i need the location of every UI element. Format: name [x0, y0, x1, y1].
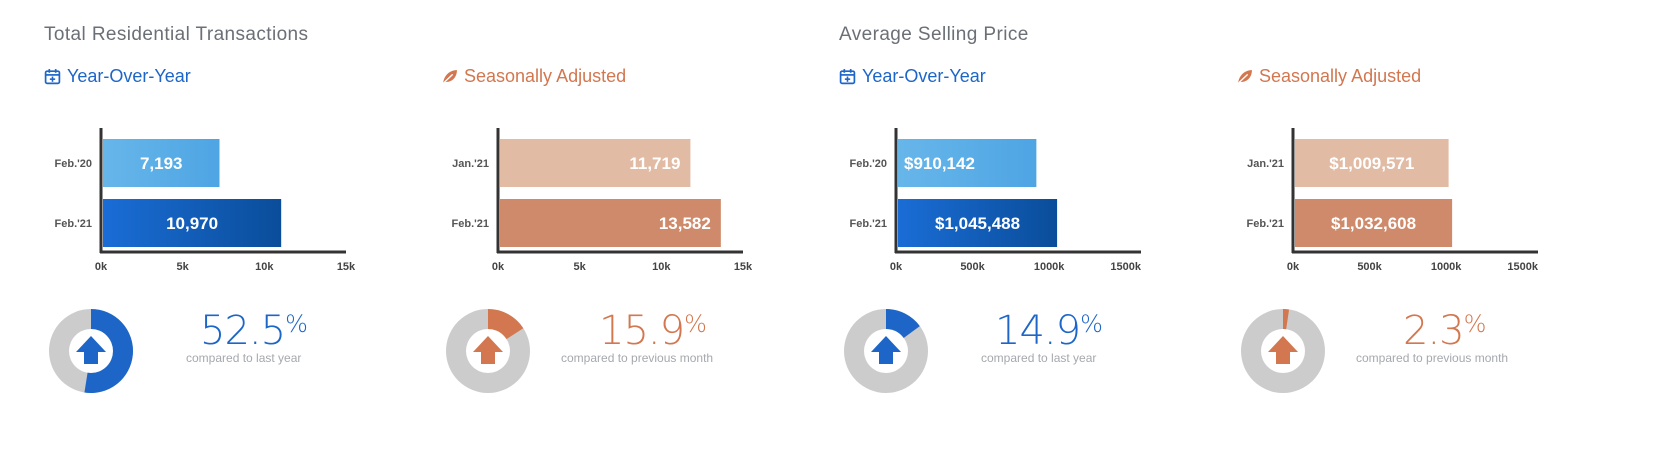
x-tick-label: 10k [255, 261, 274, 273]
category-label: Feb.'21 [1247, 218, 1284, 230]
donut-chart [843, 308, 929, 394]
x-tick-label: 1000k [1431, 261, 1462, 273]
bar-value-label: $1,045,488 [935, 214, 1020, 233]
percent-symbol: % [1463, 310, 1487, 338]
category-label: Feb.'20 [850, 158, 887, 170]
bar-value-label: 10,970 [166, 214, 218, 233]
category-label: Feb.'21 [452, 218, 489, 230]
compare-text: compared to previous month [561, 351, 714, 365]
bar [500, 139, 691, 187]
category-label: Feb.'21 [55, 218, 92, 230]
percent-symbol: % [1080, 310, 1103, 338]
compare-text: compared to last year [981, 351, 1097, 365]
bar [898, 199, 1058, 247]
bar [103, 139, 220, 187]
bar-value-label: $1,032,608 [1331, 214, 1416, 233]
bar [898, 139, 1037, 187]
percent-change: 2.3% [1403, 308, 1486, 354]
calendar-icon [44, 69, 61, 85]
x-tick-label: 500k [960, 261, 985, 273]
panel-heading: Year-Over-Year [839, 66, 986, 87]
percent-value: 2.3 [1403, 308, 1465, 354]
percent-change: 14.9% [995, 308, 1103, 354]
panel-heading-text: Seasonally Adjusted [1259, 66, 1422, 86]
arrow-up-icon [473, 336, 503, 364]
x-tick-label: 1500k [1507, 261, 1538, 273]
x-tick-label: 500k [1357, 261, 1382, 273]
category-label: Jan.'21 [452, 158, 489, 170]
donut-chart [48, 308, 134, 394]
bar-value-label: 11,719 [629, 154, 680, 173]
panel-heading: Seasonally Adjusted [441, 66, 626, 87]
bar-value-label: 13,582 [659, 214, 711, 233]
calendar-icon [839, 69, 856, 85]
panel-transactions-seasonal: Seasonally Adjusted 0k 5k 10k 15k Jan.'21 11,… [441, 0, 841, 457]
panel-heading: Year-Over-Year [44, 66, 191, 87]
bar [1295, 199, 1453, 247]
panel-price-seasonal: Seasonally Adjusted 0k 500k 1000k 1500k Jan.… [1236, 0, 1636, 457]
x-tick-label: 15k [337, 261, 356, 273]
bar [1295, 139, 1449, 187]
category-label: Feb.'20 [55, 158, 92, 170]
arrow-up-icon [871, 336, 901, 364]
compare-text: compared to last year [186, 351, 302, 365]
x-tick-label: 0k [890, 261, 903, 273]
x-tick-label: 10k [652, 261, 671, 273]
donut-chart [445, 308, 531, 394]
section-title-transactions: Total Residential Transactions [44, 24, 309, 45]
panel-price-yoy: Year-Over-Year 0k 500k 1000k 1500k Feb.'20 $9… [839, 0, 1239, 457]
panel-transactions-yoy: Year-Over-Year 0k 5k 10k 15k Feb.'20 7,193 Feb… [44, 0, 444, 457]
panel-heading-text: Year-Over-Year [862, 66, 986, 86]
bar-chart: 0k 5k 10k 15k Feb.'20 7,193 Feb.'21 10,970 [55, 128, 356, 273]
compare-text: compared to previous month [1356, 351, 1509, 365]
x-tick-label: 1500k [1110, 261, 1141, 273]
panel-heading-text: Seasonally Adjusted [464, 66, 627, 86]
leaf-icon [1238, 70, 1252, 84]
bar-chart: 0k 5k 10k 15k Jan.'21 11,719 Feb.'21 13,582 [452, 128, 753, 273]
percent-change: 52.5% [200, 308, 308, 354]
x-tick-label: 0k [492, 261, 505, 273]
arrow-up-icon [1268, 336, 1298, 364]
percent-symbol: % [285, 310, 308, 338]
percent-change: 15.9% [599, 308, 707, 354]
donut-chart [1240, 308, 1326, 394]
bar-chart: 0k 500k 1000k 1500k Jan.'21 $1,009,571 Feb.'21… [1247, 128, 1539, 273]
leaf-icon [443, 70, 457, 84]
bar-chart: 0k 500k 1000k 1500k Feb.'20 $910,142 Feb.'21 $1… [850, 128, 1142, 273]
x-tick-label: 0k [1287, 261, 1300, 273]
percent-value: 52.5 [200, 308, 286, 354]
percent-value: 14.9 [995, 308, 1081, 354]
x-tick-label: 0k [95, 261, 108, 273]
category-label: Jan.'21 [1247, 158, 1284, 170]
x-tick-label: 5k [177, 261, 190, 273]
x-tick-label: 15k [734, 261, 753, 273]
x-tick-label: 5k [574, 261, 587, 273]
x-tick-label: 1000k [1034, 261, 1065, 273]
panel-heading-text: Year-Over-Year [67, 66, 191, 86]
bar-value-label: $1,009,571 [1329, 154, 1414, 173]
percent-value: 15.9 [599, 308, 685, 354]
bar-value-label: 7,193 [140, 154, 183, 173]
panel-heading: Seasonally Adjusted [1236, 66, 1421, 87]
category-label: Feb.'21 [850, 218, 887, 230]
bar-value-label: $910,142 [904, 154, 975, 173]
arrow-up-icon [76, 336, 106, 364]
percent-symbol: % [684, 310, 707, 338]
section-title-selling-price: Average Selling Price [839, 24, 1029, 45]
bar [103, 199, 282, 247]
bar [500, 199, 721, 247]
